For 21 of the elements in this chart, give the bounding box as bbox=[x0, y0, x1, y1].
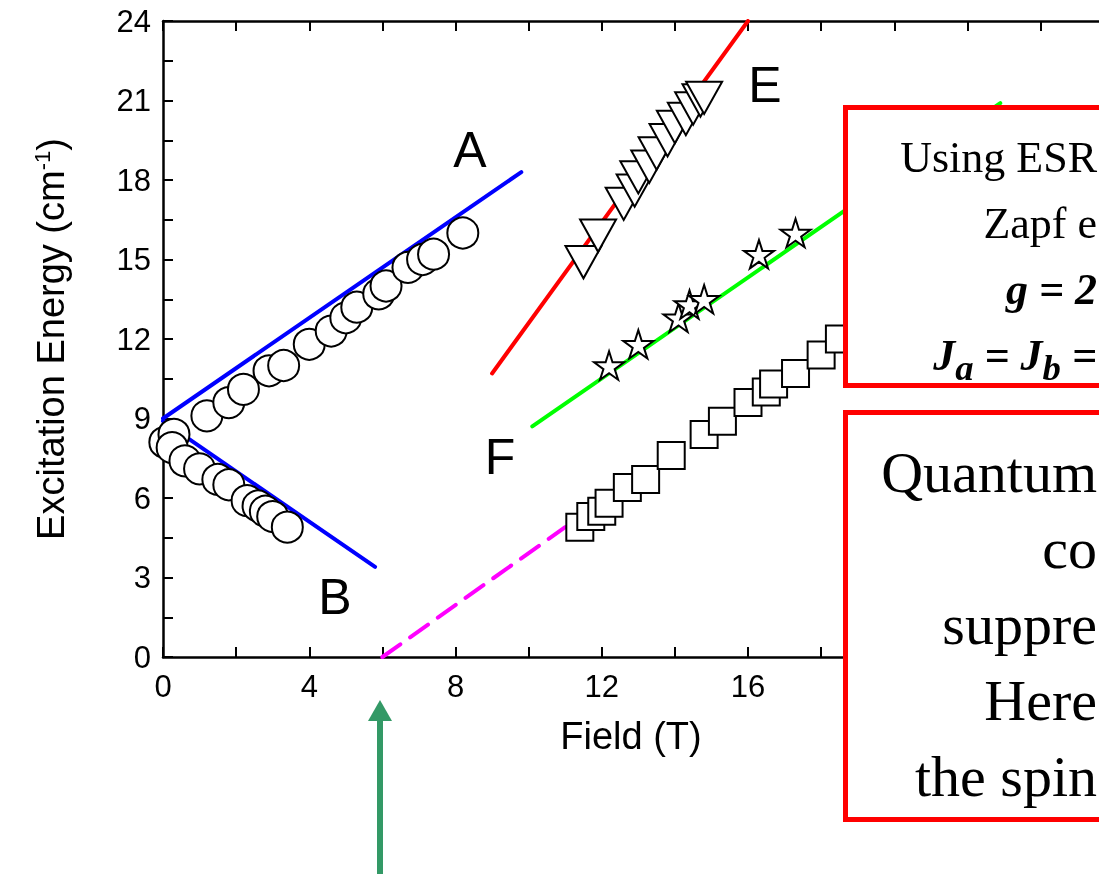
annotation: F bbox=[484, 429, 516, 485]
y-tick-label: 6 bbox=[133, 480, 151, 516]
text: Using ESR Zapf e g = 2 J$_{a}$ = J$_{b}$ = bbox=[900, 133, 1097, 388]
y-tick-label: 0 bbox=[133, 639, 151, 675]
annotation: A bbox=[453, 122, 487, 178]
x-tick-label: 4 bbox=[300, 669, 318, 704]
x-tick-label: 16 bbox=[730, 669, 766, 704]
x-axis-title: Field (T) bbox=[560, 715, 702, 757]
y-axis-title: Excitation Energy (cm-1) bbox=[29, 138, 72, 540]
y-tick-label: 18 bbox=[116, 162, 151, 198]
annotation: Quantum co suppre Here the spin bbox=[880, 439, 1097, 811]
y-tick-label: 21 bbox=[116, 83, 151, 118]
y-tick-label: 12 bbox=[116, 321, 151, 357]
y-tick-label: 15 bbox=[116, 242, 151, 277]
x-tick-label: 12 bbox=[584, 669, 619, 704]
y-tick-label: 3 bbox=[133, 560, 151, 595]
y-tick-label: 9 bbox=[133, 401, 151, 436]
y-tick-label: 24 bbox=[116, 3, 151, 39]
annotation: B bbox=[318, 569, 352, 625]
x-tick-label: 8 bbox=[446, 669, 465, 704]
annotation: E bbox=[748, 57, 782, 113]
